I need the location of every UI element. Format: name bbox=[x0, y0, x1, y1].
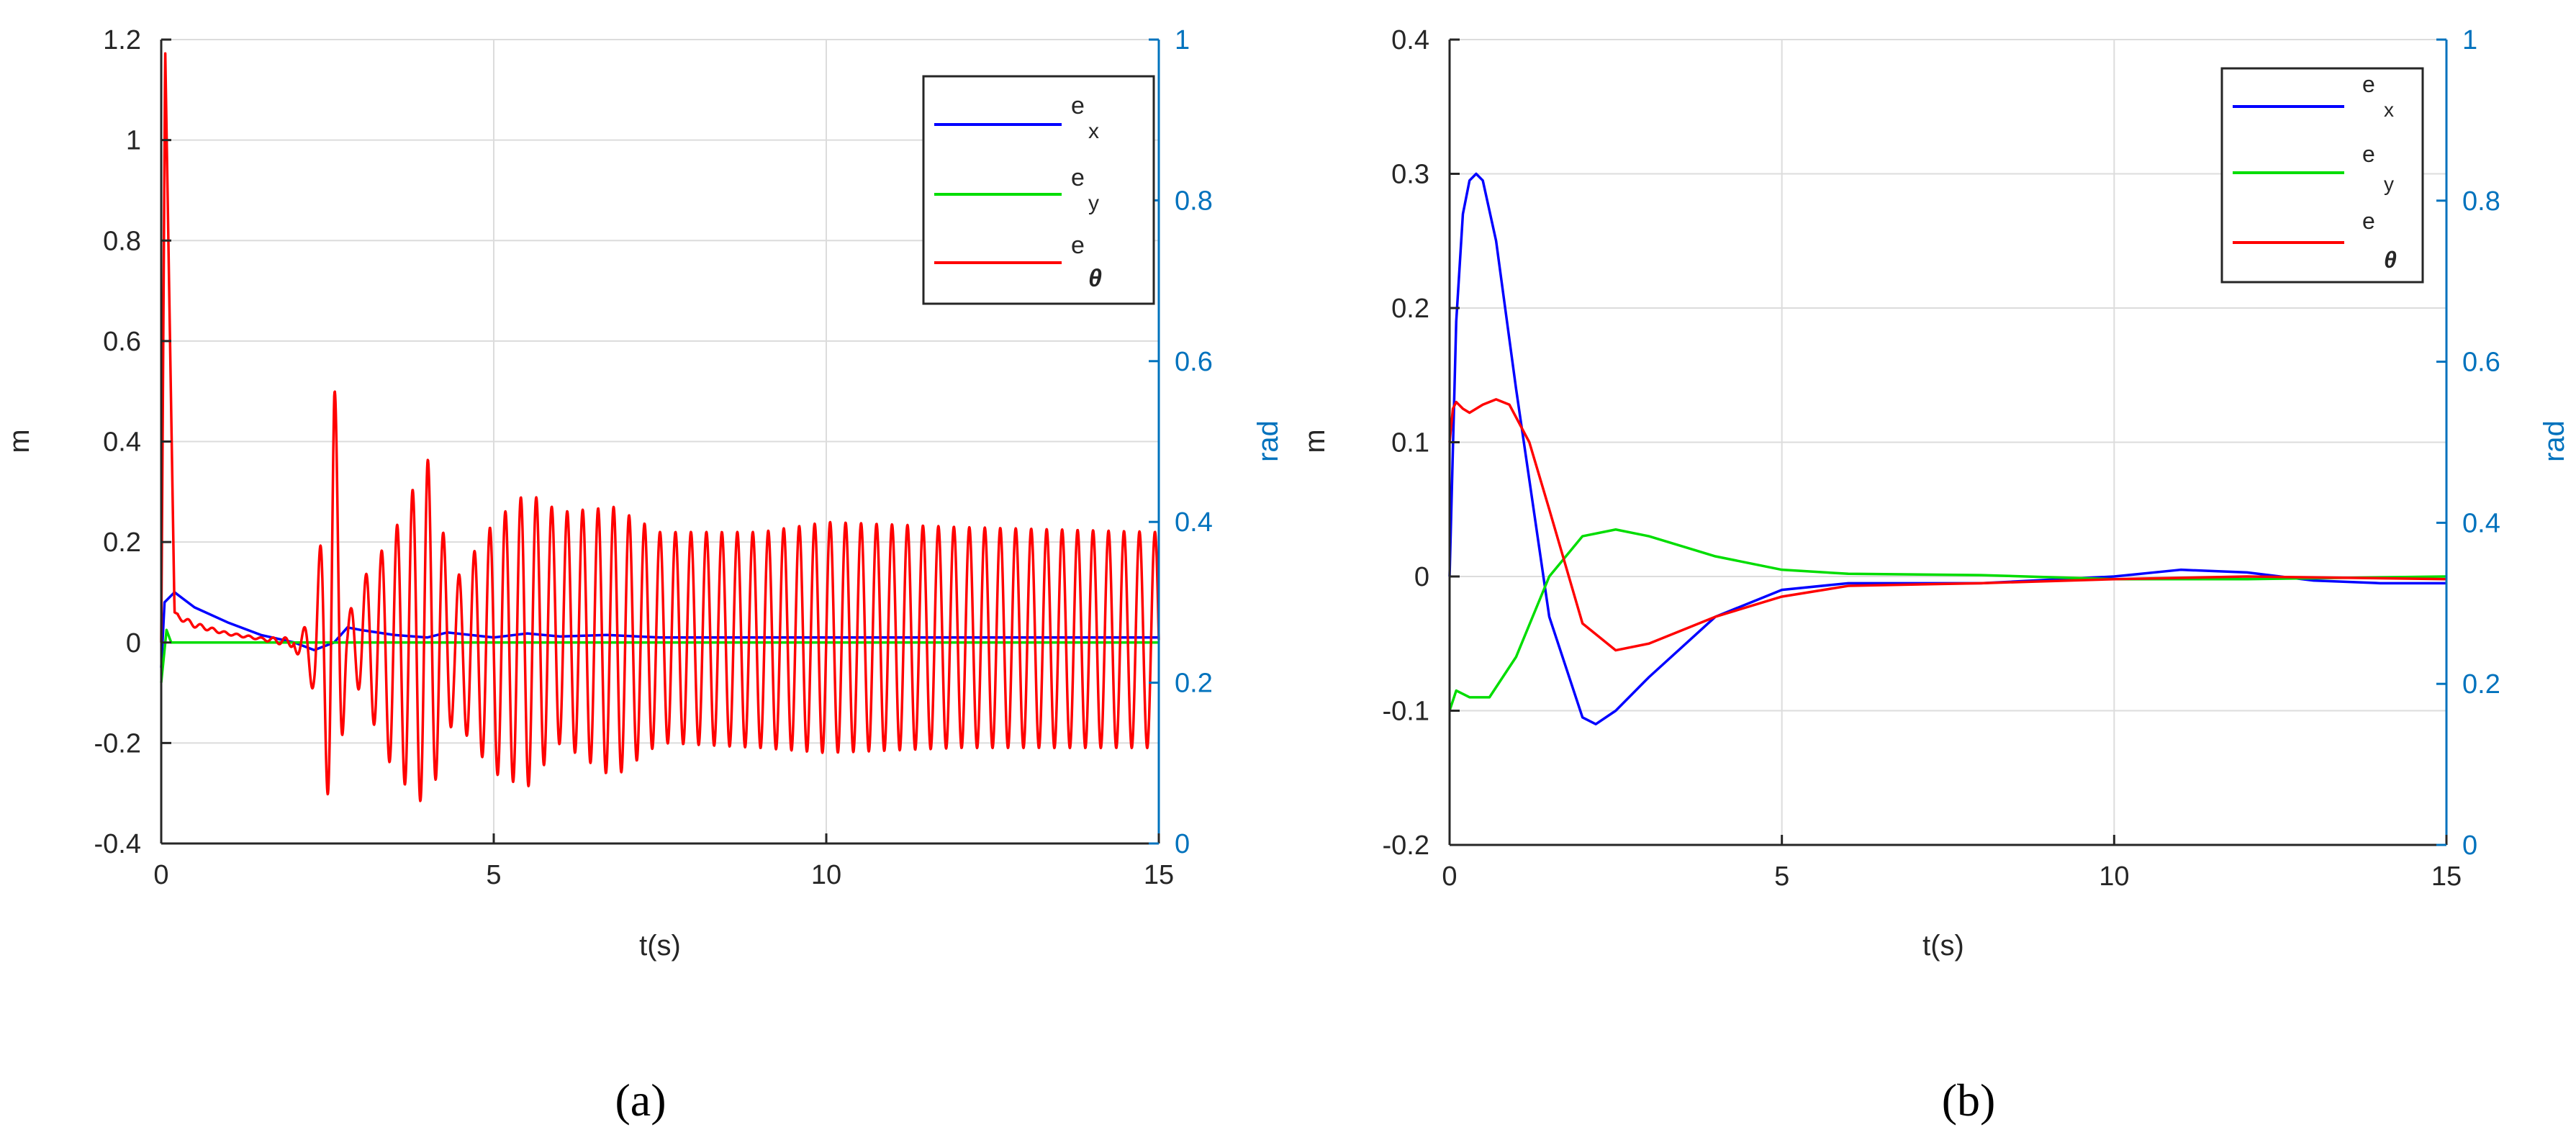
chart-b-legend: e x e y e θ bbox=[2220, 67, 2424, 284]
chart-a-x-tick-label: 10 bbox=[811, 860, 841, 890]
chart-b-y2-tick-label: 0.6 bbox=[2462, 348, 2500, 378]
chart-b-series-e-x bbox=[1448, 172, 2446, 725]
chart-b-axes bbox=[1448, 38, 2448, 846]
chart-b-y2-tick-label: 0 bbox=[2462, 831, 2477, 861]
chart-a-series-e-theta bbox=[160, 52, 1160, 802]
chart-b-y-tick-label: 0.3 bbox=[1391, 160, 1429, 190]
chart-a-y-tick-label: 0.8 bbox=[103, 226, 141, 256]
chart-a-ylabel-left: m bbox=[4, 429, 35, 453]
chart-b-legend-ex-sub: x bbox=[2384, 99, 2394, 121]
chart-b-y-tick-label: 0.2 bbox=[1391, 294, 1429, 324]
chart-a-legend: e x e y e θ bbox=[922, 75, 1155, 305]
chart-b-y2-tick-label: 0.4 bbox=[2462, 508, 2500, 538]
chart-a-axes bbox=[160, 38, 1160, 845]
chart-a-x-tick-label: 15 bbox=[1144, 860, 1174, 890]
chart-b: 0 5 10 15 -0.2 -0.1 0 0.1 0.2 0.3 0.4 0 0.2 0.4 0.6 0.8… bbox=[1299, 25, 2570, 1126]
chart-b-series-e-theta bbox=[1448, 398, 2447, 652]
chart-b-series-e-y bbox=[1448, 528, 2447, 712]
chart-a-legend-box bbox=[922, 75, 1155, 305]
chart-b-y2-tick-label: 0.8 bbox=[2462, 186, 2500, 217]
chart-b-y-tick-label: -0.1 bbox=[1383, 697, 1429, 727]
chart-b-y2-tick-label: 1 bbox=[2462, 25, 2477, 55]
chart-a-y2-tick-label: 0.8 bbox=[1175, 186, 1213, 216]
chart-a: 0 5 10 15 -0.4 -0.2 0 0.2 0.4 0.6 0.8 1 1.2 0 0.2 0.4 0.… bbox=[4, 25, 1284, 1126]
chart-a-y-tick-label: -0.2 bbox=[94, 728, 141, 759]
chart-a-y2-tick-label: 0 bbox=[1175, 829, 1190, 859]
chart-b-tick-labels: 0 5 10 15 -0.2 -0.1 0 0.1 0.2 0.3 0.4 0 0.2 0.4 0.6 0.8… bbox=[1383, 25, 2500, 892]
chart-b-legend-ey-base: e bbox=[2362, 141, 2375, 167]
chart-b-y2-tick-label: 0.2 bbox=[2462, 669, 2500, 700]
chart-a-legend-ex-sub: x bbox=[1088, 119, 1099, 143]
chart-b-series bbox=[1448, 172, 2447, 725]
chart-a-tick-labels: 0 5 10 15 -0.4 -0.2 0 0.2 0.4 0.6 0.8 1 1.2 0 0.2 0.4 0.… bbox=[94, 25, 1213, 890]
chart-a-legend-eth-base: e bbox=[1071, 232, 1085, 259]
chart-a-legend-ey-sub: y bbox=[1088, 191, 1099, 215]
chart-b-legend-eth-sub: θ bbox=[2384, 247, 2397, 273]
chart-b-ylabel-right: rad bbox=[2539, 420, 2570, 462]
chart-a-ylabel-right: rad bbox=[1252, 420, 1284, 462]
chart-a-y2-tick-label: 0.2 bbox=[1175, 669, 1213, 699]
chart-b-ylabel-left: m bbox=[1299, 429, 1331, 453]
chart-a-legend-eth-sub: θ bbox=[1088, 265, 1102, 292]
chart-a-series-e-y bbox=[160, 628, 1159, 683]
chart-b-x-tick-label: 10 bbox=[2099, 861, 2129, 892]
chart-a-y-tick-label: 0.6 bbox=[103, 327, 141, 357]
chart-a-y-tick-label: 0.4 bbox=[103, 428, 141, 458]
chart-b-x-tick-label: 5 bbox=[1774, 861, 1789, 892]
chart-a-y2-tick-label: 0.6 bbox=[1175, 347, 1213, 377]
chart-b-panel-label: (b) bbox=[1942, 1075, 1996, 1126]
chart-b-x-tick-label: 15 bbox=[2431, 861, 2462, 892]
chart-a-legend-ex-base: e bbox=[1071, 92, 1085, 119]
chart-a-series bbox=[160, 52, 1160, 802]
chart-b-xlabel: t(s) bbox=[1922, 930, 1964, 962]
chart-a-panel-label: (a) bbox=[615, 1075, 666, 1126]
chart-a-x-tick-label: 0 bbox=[153, 860, 168, 890]
chart-b-x-tick-label: 0 bbox=[1442, 861, 1457, 892]
chart-b-legend-eth-base: e bbox=[2362, 208, 2375, 234]
chart-b-y-tick-label: 0 bbox=[1414, 562, 1429, 592]
chart-a-legend-ey-base: e bbox=[1071, 164, 1085, 191]
chart-a-y-tick-label: 0.2 bbox=[103, 528, 141, 558]
chart-a-y-tick-label: 1 bbox=[126, 126, 141, 156]
chart-b-y-tick-label: 0.4 bbox=[1391, 25, 1429, 55]
chart-b-legend-ex-base: e bbox=[2362, 71, 2375, 97]
chart-b-legend-box bbox=[2220, 67, 2424, 284]
chart-a-y-tick-label: 1.2 bbox=[103, 25, 141, 55]
chart-b-y-tick-label: 0.1 bbox=[1391, 428, 1429, 458]
chart-a-y2-tick-label: 0.4 bbox=[1175, 507, 1213, 538]
chart-a-y-tick-label: 0 bbox=[126, 628, 141, 659]
chart-a-y-tick-label: -0.4 bbox=[94, 829, 141, 859]
chart-b-legend-ey-sub: y bbox=[2384, 173, 2394, 195]
chart-b-y-tick-label: -0.2 bbox=[1383, 831, 1429, 861]
chart-a-xlabel: t(s) bbox=[639, 930, 681, 962]
chart-a-y2-tick-label: 1 bbox=[1175, 25, 1190, 55]
chart-a-x-tick-label: 5 bbox=[486, 860, 501, 890]
